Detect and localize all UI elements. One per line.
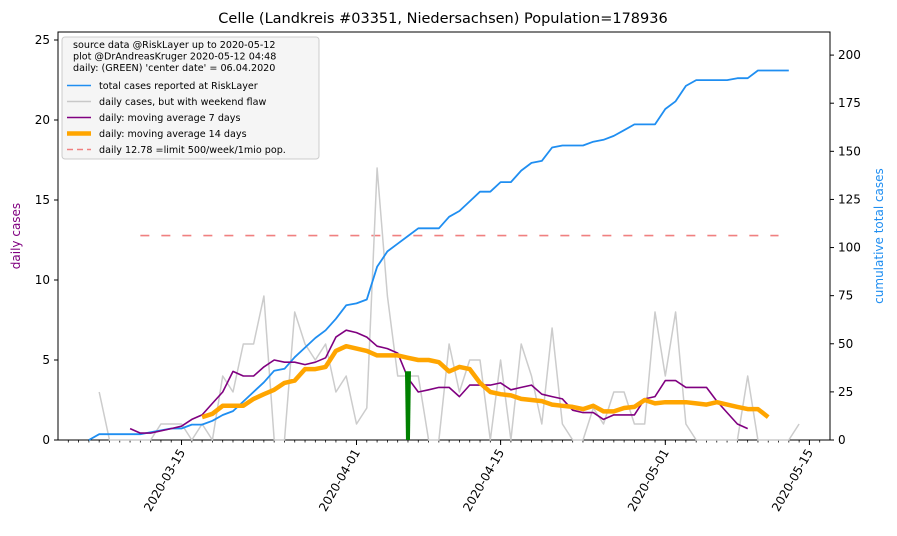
right-axis-label: cumulative total cases bbox=[872, 168, 886, 304]
left-axis-label: daily cases bbox=[9, 203, 23, 269]
right-tick-label: 125 bbox=[838, 192, 861, 206]
legend-entry-label: daily: moving average 7 days bbox=[99, 113, 240, 124]
legend-header-line: source data @RiskLayer up to 2020-05-12 bbox=[73, 40, 276, 51]
legend-header-line: daily: (GREEN) 'center date' = 06.04.202… bbox=[73, 63, 275, 74]
moving-average-7-line bbox=[129, 329, 749, 434]
x-tick-label: 2020-03-15 bbox=[141, 447, 188, 514]
plot-area: 0 5 10 15 20 25 0 25 50 75 100 125 150 175 200 2020-03-… bbox=[35, 31, 861, 514]
x-tick-label: 2020-05-01 bbox=[625, 447, 672, 514]
right-tick-label: 175 bbox=[838, 96, 861, 110]
center-date-marker bbox=[404, 371, 411, 440]
legend-entry-label: daily: moving average 14 days bbox=[99, 129, 247, 140]
chart-title: Celle (Landkreis #03351, Niedersachsen) … bbox=[218, 11, 667, 27]
right-tick-label: 200 bbox=[838, 48, 861, 62]
legend-header-line: plot @DrAndreasKruger 2020-05-12 04:48 bbox=[73, 52, 276, 63]
right-tick-label: 25 bbox=[838, 385, 853, 399]
legend-entry-label: total cases reported at RiskLayer bbox=[99, 81, 258, 92]
left-tick-label: 20 bbox=[35, 113, 50, 127]
legend-entry-label: daily cases, but with weekend flaw bbox=[99, 97, 266, 108]
moving-average-14-line bbox=[201, 343, 770, 420]
right-tick-label: 100 bbox=[838, 241, 861, 255]
left-tick-label: 10 bbox=[35, 273, 50, 287]
left-tick-label: 5 bbox=[42, 353, 50, 367]
x-tick-label: 2020-04-15 bbox=[460, 447, 507, 514]
right-tick-label: 150 bbox=[838, 144, 861, 158]
left-tick-label: 15 bbox=[35, 193, 50, 207]
right-tick-label: 0 bbox=[838, 433, 846, 447]
left-tick-label: 25 bbox=[35, 33, 50, 47]
plot-frame bbox=[57, 31, 831, 441]
right-tick-label: 50 bbox=[838, 337, 853, 351]
daily-cases-line bbox=[98, 167, 800, 441]
x-tick-label: 2020-04-01 bbox=[316, 447, 363, 514]
legend-box bbox=[61, 36, 320, 160]
left-tick-label: 0 bbox=[42, 433, 50, 447]
legend-entry-label: daily 12.78 =limit 500/week/1mio pop. bbox=[99, 145, 286, 156]
right-tick-label: 75 bbox=[838, 289, 853, 303]
x-tick-label: 2020-05-15 bbox=[769, 447, 816, 514]
total-cases-line bbox=[88, 69, 789, 441]
